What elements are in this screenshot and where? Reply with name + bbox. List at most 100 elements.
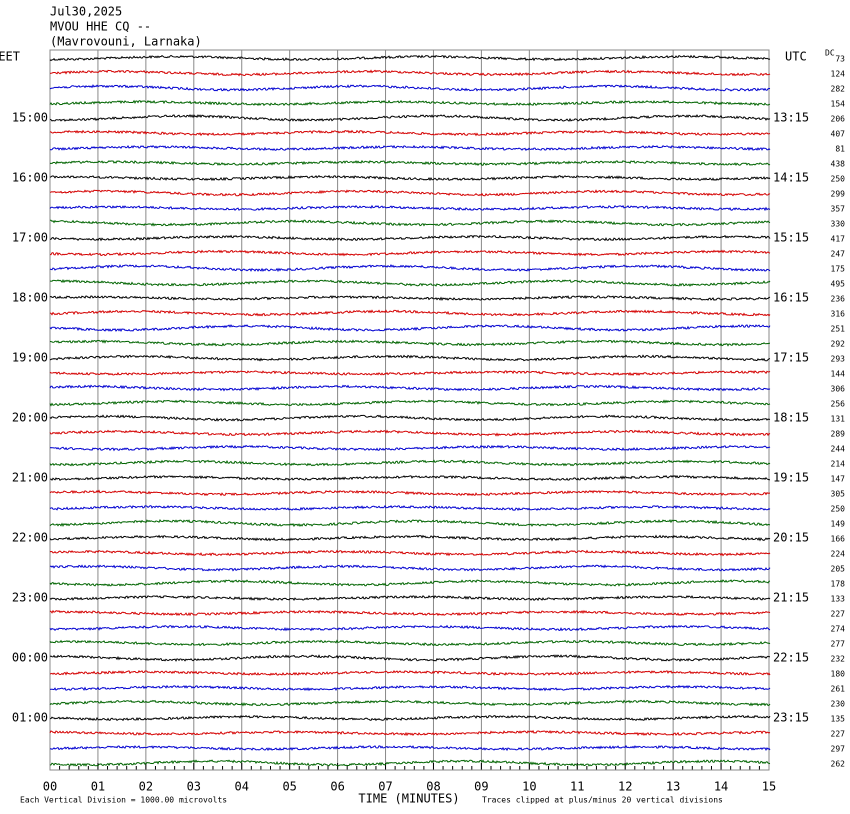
x-tick-label: 08 <box>426 780 440 794</box>
trace <box>49 69 771 77</box>
trace <box>49 399 771 407</box>
right-time-label: 13:15 <box>773 111 809 125</box>
dc-value: 224 <box>831 550 846 559</box>
x-tick-label: 12 <box>618 780 632 794</box>
trace <box>49 204 771 212</box>
trace <box>49 339 771 347</box>
left-time-label: 17:00 <box>12 231 48 245</box>
dc-value: 244 <box>831 445 846 454</box>
trace <box>49 144 771 152</box>
dc-value: 180 <box>831 670 846 679</box>
right-time-label: 19:15 <box>773 471 809 485</box>
dc-value: 178 <box>831 580 846 589</box>
trace <box>49 624 771 632</box>
left-time-label: 19:00 <box>12 351 48 365</box>
x-tick-label: 01 <box>91 780 105 794</box>
dc-value: 73 <box>835 55 845 64</box>
dc-value: 250 <box>831 175 846 184</box>
trace <box>49 429 771 437</box>
x-tick-label: 11 <box>570 780 584 794</box>
left-time-label: 00:00 <box>12 651 48 665</box>
trace <box>49 174 771 182</box>
dc-value: 306 <box>831 385 846 394</box>
x-tick-label: 04 <box>235 780 249 794</box>
title-line: Jul30,2025 <box>50 5 122 19</box>
trace <box>49 414 771 422</box>
dc-value: 227 <box>831 730 846 739</box>
x-tick-label: 07 <box>378 780 392 794</box>
trace <box>50 278 771 287</box>
trace <box>49 639 771 647</box>
dc-value: 261 <box>831 685 846 694</box>
trace <box>49 744 771 752</box>
dc-value: 262 <box>831 760 846 769</box>
dc-value: 250 <box>831 505 846 514</box>
scale-note: Each Vertical Division = 1000.00 microvo… <box>20 796 227 805</box>
left-header: EET <box>0 50 20 64</box>
right-time-label: 14:15 <box>773 171 809 185</box>
right-time-label: 16:15 <box>773 291 809 305</box>
trace <box>49 84 771 92</box>
trace <box>49 384 771 392</box>
left-time-label: 21:00 <box>12 471 48 485</box>
title-line: MVOU HHE CQ -- <box>50 20 151 34</box>
dc-value: 206 <box>831 115 846 124</box>
right-time-label: 17:15 <box>773 351 809 365</box>
trace <box>49 189 771 197</box>
trace <box>49 354 771 362</box>
x-axis-label: TIME (MINUTES) <box>358 792 459 806</box>
plot-frame <box>49 49 770 771</box>
trace <box>49 564 771 572</box>
dc-value: 131 <box>831 415 846 424</box>
trace <box>50 234 771 242</box>
dc-value: 316 <box>831 310 846 319</box>
trace <box>50 219 771 227</box>
dc-value: 230 <box>831 700 846 709</box>
dc-value: 147 <box>831 475 846 484</box>
trace <box>49 444 771 452</box>
trace <box>49 324 771 332</box>
trace <box>49 159 771 166</box>
dc-value: 144 <box>831 370 846 379</box>
dc-value: 149 <box>831 520 846 529</box>
x-tick-label: 15 <box>762 780 776 794</box>
trace <box>49 114 771 122</box>
x-tick-label: 09 <box>474 780 488 794</box>
x-tick-label: 02 <box>139 780 153 794</box>
trace <box>49 684 771 692</box>
trace <box>49 504 771 511</box>
dc-value: 175 <box>831 265 846 274</box>
left-time-label: 15:00 <box>12 111 48 125</box>
dc-value: 292 <box>831 340 846 349</box>
trace <box>49 534 771 542</box>
x-tick-label: 14 <box>714 780 728 794</box>
right-header: UTC <box>785 50 807 64</box>
dc-value: 166 <box>831 535 846 544</box>
dc-value: 297 <box>831 745 846 754</box>
trace <box>49 609 771 617</box>
x-tick-label: 03 <box>187 780 201 794</box>
dc-value: 214 <box>831 460 846 469</box>
dc-value: 154 <box>831 100 846 109</box>
dc-value: 236 <box>831 295 846 304</box>
x-tick-label: 13 <box>666 780 680 794</box>
x-tick-label: 00 <box>43 780 57 794</box>
dc-value: 330 <box>831 220 846 229</box>
right-time-label: 18:15 <box>773 411 809 425</box>
dc-value: 417 <box>831 235 846 244</box>
trace <box>49 714 771 722</box>
x-tick-label: 06 <box>330 780 344 794</box>
dc-header: DC <box>825 49 835 58</box>
dc-value: 124 <box>831 70 846 79</box>
dc-value: 135 <box>831 715 846 724</box>
trace <box>49 654 771 662</box>
trace <box>49 54 771 62</box>
dc-value: 256 <box>831 400 846 409</box>
clip-note: Traces clipped at plus/minus 20 vertical… <box>482 796 723 805</box>
dc-value: 232 <box>831 655 846 664</box>
trace <box>49 129 771 137</box>
left-time-label: 16:00 <box>12 171 48 185</box>
trace <box>49 594 771 602</box>
trace <box>49 519 771 528</box>
